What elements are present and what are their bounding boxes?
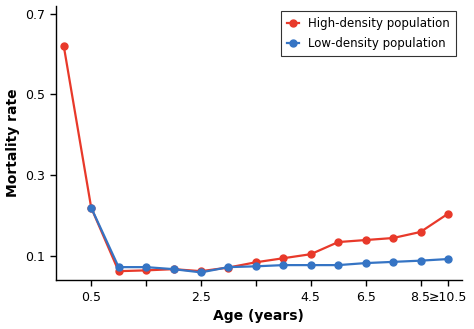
Line: Low-density population: Low-density population (88, 204, 451, 276)
High-density population (390, 236, 396, 240)
High-density population (363, 238, 368, 242)
High-density population (418, 230, 423, 234)
High-density population (171, 267, 176, 271)
High-density population (445, 212, 451, 216)
High-density population (88, 206, 94, 210)
Low-density population (445, 257, 451, 261)
Low-density population (171, 267, 176, 271)
High-density population (335, 240, 341, 244)
Low-density population (226, 265, 231, 269)
Low-density population (143, 265, 149, 269)
Low-density population (335, 263, 341, 267)
Low-density population (88, 206, 94, 210)
Low-density population (116, 265, 121, 269)
Low-density population (281, 263, 286, 267)
High-density population (308, 252, 314, 256)
Low-density population (253, 264, 259, 268)
Low-density population (308, 263, 314, 267)
Line: High-density population: High-density population (60, 42, 451, 275)
Low-density population (198, 270, 204, 274)
High-density population (116, 269, 121, 273)
X-axis label: Age (years): Age (years) (213, 310, 304, 323)
Low-density population (390, 260, 396, 264)
Y-axis label: Mortality rate: Mortality rate (6, 89, 19, 197)
Legend: High-density population, Low-density population: High-density population, Low-density pop… (281, 12, 456, 56)
Low-density population (418, 259, 423, 263)
High-density population (198, 269, 204, 273)
Low-density population (363, 261, 368, 265)
High-density population (226, 266, 231, 269)
High-density population (281, 256, 286, 260)
High-density population (143, 268, 149, 272)
High-density population (253, 260, 259, 264)
High-density population (61, 44, 67, 48)
